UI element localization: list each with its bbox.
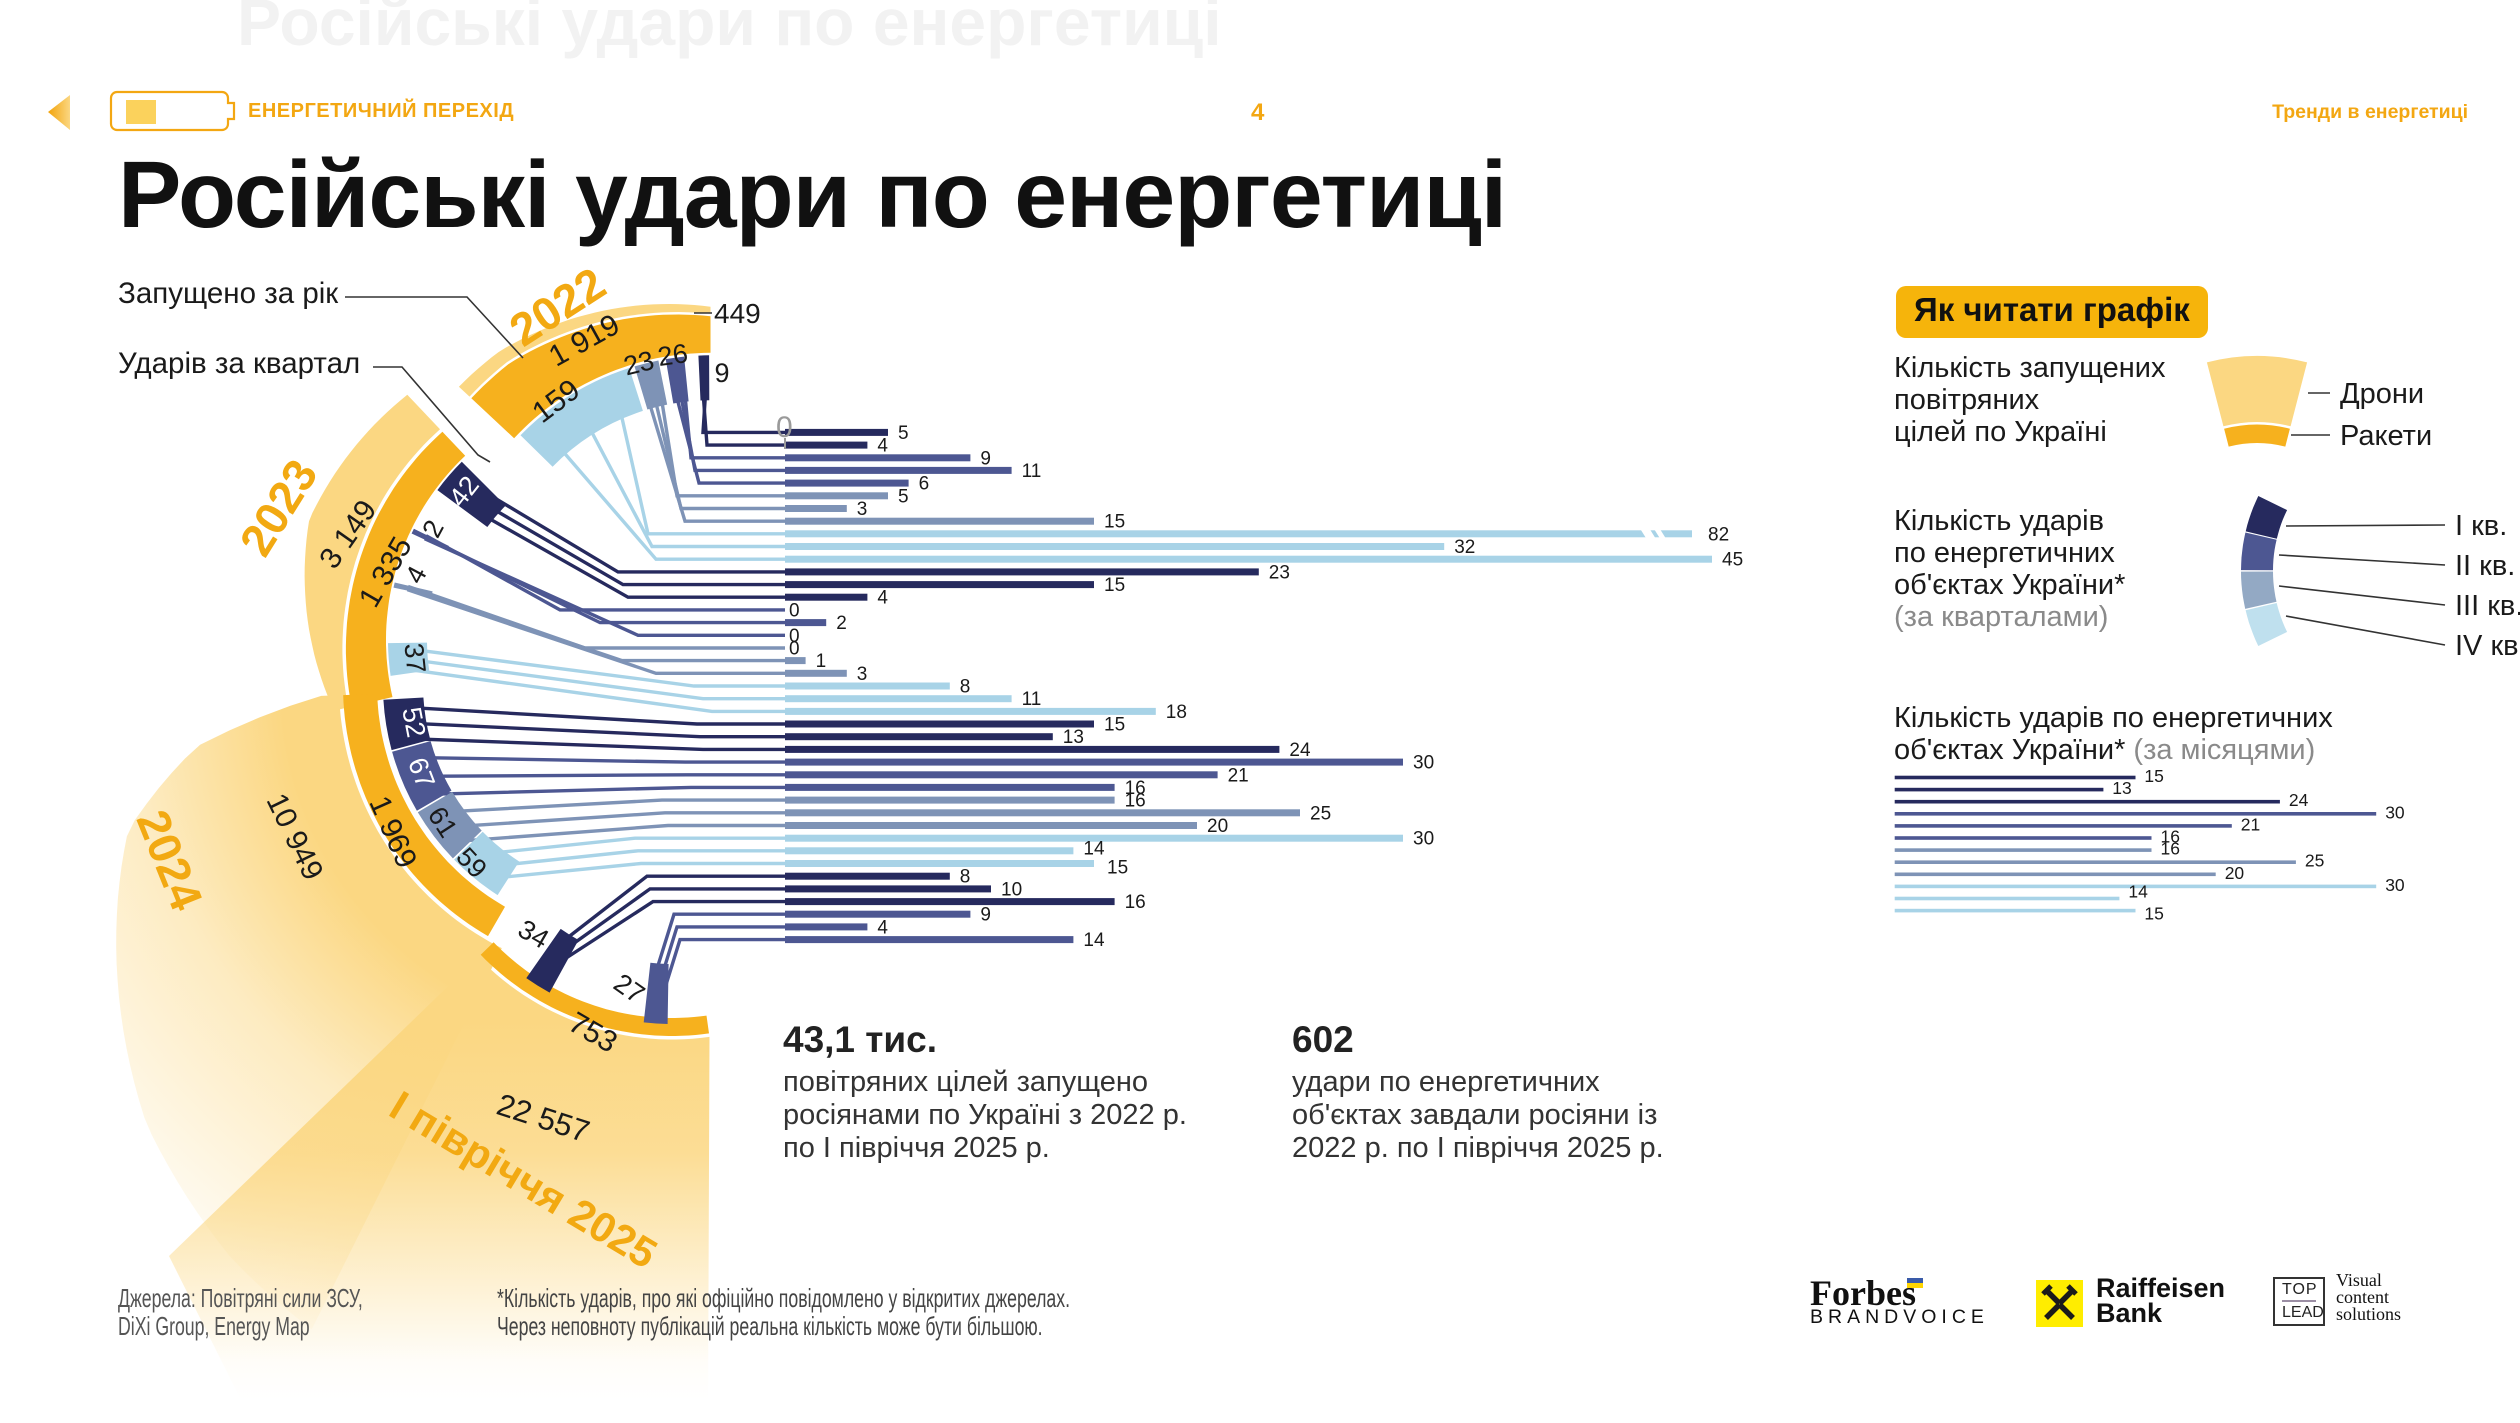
svg-text:15: 15	[1104, 512, 1125, 533]
svg-text:Дрони: Дрони	[2340, 378, 2424, 410]
svg-text:9: 9	[714, 358, 729, 388]
svg-text:13: 13	[1063, 727, 1084, 748]
svg-text:16: 16	[1125, 892, 1146, 913]
svg-text:4: 4	[877, 588, 888, 609]
svg-text:0: 0	[776, 411, 793, 444]
svg-text:15: 15	[2144, 904, 2163, 924]
svg-text:24: 24	[2289, 790, 2309, 810]
svg-text:25: 25	[2305, 851, 2324, 871]
svg-text:11: 11	[1022, 689, 1042, 710]
svg-text:15: 15	[1107, 858, 1128, 879]
svg-text:16: 16	[2161, 839, 2180, 859]
svg-text:14: 14	[1083, 930, 1105, 951]
svg-text:20: 20	[1207, 816, 1228, 837]
svg-text:52: 52	[396, 705, 431, 740]
svg-text:16: 16	[2161, 827, 2180, 847]
svg-text:30: 30	[2385, 875, 2405, 895]
svg-text:25: 25	[1310, 803, 1331, 824]
svg-text:45: 45	[1722, 550, 1743, 571]
svg-text:27: 27	[608, 968, 650, 1010]
svg-text:9: 9	[980, 448, 991, 469]
svg-text:32: 32	[1454, 537, 1475, 558]
svg-text:20: 20	[2225, 863, 2245, 883]
svg-text:4: 4	[877, 917, 888, 938]
svg-text:23: 23	[621, 345, 657, 381]
svg-text:6: 6	[919, 474, 930, 495]
svg-text:24: 24	[1289, 740, 1311, 761]
svg-text:21: 21	[1228, 765, 1249, 786]
svg-text:14: 14	[2128, 882, 2148, 902]
svg-text:ІІ кв.: ІІ кв.	[2455, 550, 2515, 582]
svg-text:5: 5	[898, 423, 909, 444]
svg-text:8: 8	[960, 677, 971, 698]
svg-text:13: 13	[2112, 778, 2131, 798]
svg-text:0: 0	[789, 639, 800, 660]
svg-text:3: 3	[857, 664, 868, 685]
svg-text:30: 30	[1413, 829, 1434, 850]
svg-text:18: 18	[1166, 702, 1187, 723]
svg-text:І кв.: І кв.	[2455, 510, 2507, 542]
svg-text:30: 30	[1413, 753, 1434, 774]
svg-text:2: 2	[836, 613, 847, 634]
svg-text:449: 449	[714, 298, 761, 329]
svg-text:82: 82	[1708, 524, 1729, 545]
svg-text:0: 0	[789, 600, 800, 621]
svg-text:15: 15	[2144, 766, 2163, 786]
svg-text:21: 21	[2241, 814, 2260, 834]
svg-text:8: 8	[960, 867, 971, 888]
svg-text:2: 2	[416, 515, 450, 542]
svg-text:1: 1	[816, 651, 827, 672]
svg-text:16: 16	[1125, 778, 1146, 799]
svg-text:3: 3	[857, 499, 868, 520]
svg-text:26: 26	[656, 338, 690, 372]
svg-text:14: 14	[1083, 838, 1105, 859]
svg-text:16: 16	[1125, 791, 1146, 812]
svg-text:Ракети: Ракети	[2340, 420, 2432, 452]
svg-text:15: 15	[1104, 715, 1125, 736]
svg-text:30: 30	[2385, 802, 2405, 822]
svg-text:4: 4	[877, 436, 888, 457]
svg-text:4: 4	[399, 561, 433, 588]
svg-text:0: 0	[789, 626, 800, 647]
svg-text:15: 15	[1104, 575, 1125, 596]
svg-text:9: 9	[980, 905, 991, 926]
svg-text:11: 11	[1022, 461, 1042, 482]
svg-text:37: 37	[398, 642, 431, 675]
svg-text:ІІІ кв.: ІІІ кв.	[2455, 590, 2520, 622]
svg-text:10: 10	[1001, 879, 1022, 900]
svg-text:23: 23	[1269, 562, 1290, 583]
svg-text:5: 5	[898, 486, 909, 507]
svg-text:IV кв.: IV кв.	[2455, 630, 2520, 662]
